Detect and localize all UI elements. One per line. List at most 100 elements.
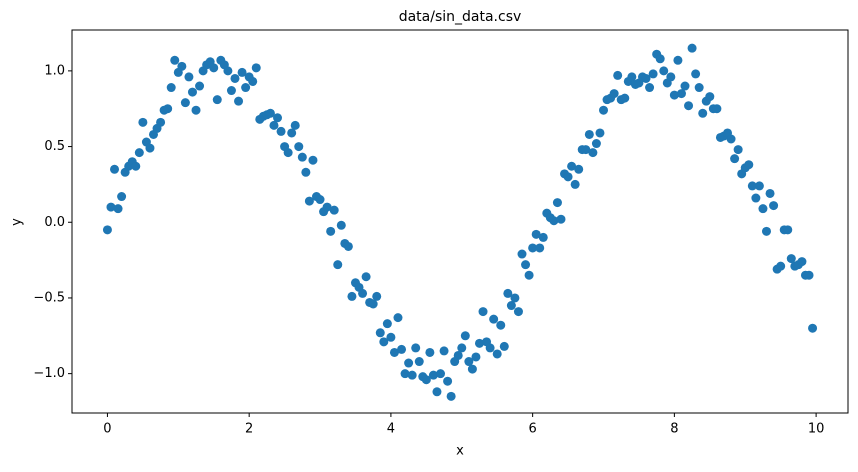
point <box>102 225 112 235</box>
point <box>113 204 123 214</box>
y-tick-label: 0.5 <box>44 139 65 154</box>
point <box>613 70 623 80</box>
point <box>499 341 509 351</box>
point <box>436 369 446 379</box>
point <box>524 270 534 280</box>
point <box>223 66 233 76</box>
point <box>478 307 488 317</box>
point <box>322 202 332 212</box>
point <box>627 72 637 82</box>
point <box>269 120 279 130</box>
point <box>234 96 244 106</box>
point <box>673 55 683 65</box>
point <box>237 67 247 77</box>
point <box>407 370 417 380</box>
point <box>680 81 690 91</box>
point <box>645 83 655 93</box>
point <box>765 188 775 198</box>
point <box>521 260 531 270</box>
point <box>439 346 449 356</box>
point <box>404 358 414 368</box>
point <box>372 291 382 301</box>
point <box>166 83 176 93</box>
point <box>669 90 679 100</box>
point <box>273 113 283 123</box>
point <box>131 161 141 171</box>
point <box>170 55 180 65</box>
point <box>177 61 187 71</box>
point <box>712 104 722 114</box>
point <box>386 332 396 342</box>
point <box>552 198 562 208</box>
point <box>574 164 584 174</box>
point <box>329 205 339 215</box>
point <box>326 226 336 236</box>
point <box>751 193 761 203</box>
point <box>212 95 222 105</box>
point <box>110 164 120 174</box>
point <box>230 73 240 83</box>
point <box>769 201 779 211</box>
point <box>460 331 470 341</box>
point <box>588 148 598 158</box>
point <box>297 152 307 162</box>
point <box>510 293 520 303</box>
point <box>467 364 477 374</box>
point <box>241 83 251 93</box>
plot-frame <box>71 29 849 414</box>
point <box>287 128 297 138</box>
point <box>290 120 300 130</box>
point <box>517 249 527 259</box>
point <box>226 86 236 96</box>
y-axis-label: y <box>10 218 25 226</box>
point <box>389 347 399 357</box>
point <box>804 270 814 280</box>
point <box>687 43 697 53</box>
point <box>744 160 754 170</box>
point <box>382 319 392 329</box>
y-tick-label: 1.0 <box>44 63 65 78</box>
point <box>368 299 378 309</box>
point <box>184 72 194 82</box>
point <box>808 323 818 333</box>
point <box>294 142 304 152</box>
point <box>361 272 371 282</box>
point <box>506 301 516 311</box>
point <box>393 313 403 323</box>
point <box>428 370 438 380</box>
chart-title: data/sin_data.csv <box>399 9 522 25</box>
point <box>248 76 258 86</box>
point <box>474 338 484 348</box>
point <box>492 349 502 359</box>
point <box>117 192 127 202</box>
point <box>691 69 701 79</box>
point <box>599 105 609 115</box>
point <box>528 243 538 253</box>
point <box>563 172 573 182</box>
point <box>754 181 764 191</box>
point <box>156 117 166 127</box>
point <box>195 81 205 91</box>
x-tick-label: 8 <box>670 422 678 437</box>
y-tick-label: −1.0 <box>33 366 65 381</box>
point <box>705 92 715 102</box>
point <box>400 369 410 379</box>
point <box>556 214 566 224</box>
point <box>698 108 708 118</box>
point <box>134 148 144 158</box>
point <box>251 63 261 73</box>
point <box>584 129 594 139</box>
point <box>648 69 658 79</box>
point <box>304 196 314 206</box>
point <box>485 343 495 353</box>
point <box>655 54 665 64</box>
point <box>531 229 541 239</box>
x-tick-label: 2 <box>245 422 253 437</box>
point <box>145 143 155 153</box>
point <box>513 307 523 317</box>
point <box>411 343 421 353</box>
point <box>283 148 293 158</box>
point <box>676 89 686 99</box>
point <box>489 314 499 324</box>
